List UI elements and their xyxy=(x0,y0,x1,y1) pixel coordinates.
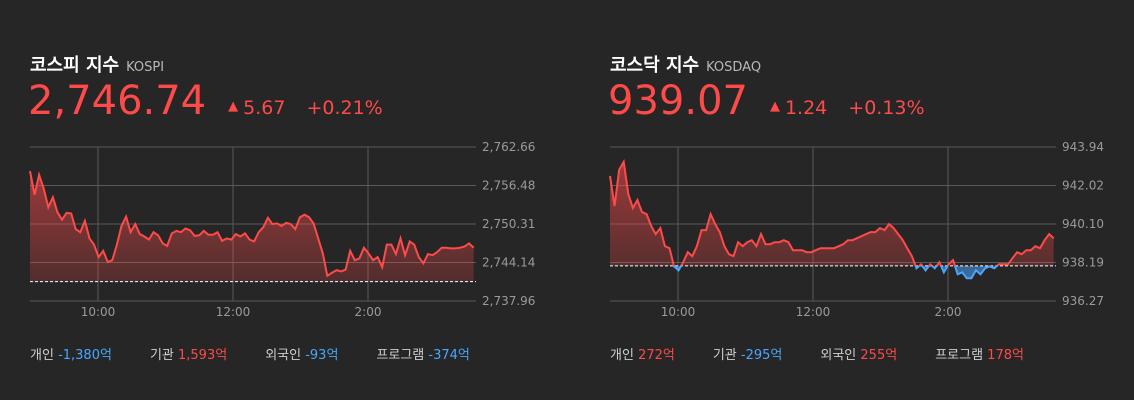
kosdaq-code: KOSDAQ xyxy=(706,60,761,75)
up-triangle-icon: ▲ xyxy=(770,99,780,114)
area-fill-above-baseline xyxy=(610,162,1054,278)
flow-value: 1,593억 xyxy=(178,348,227,363)
x-tick-label: 12:00 xyxy=(216,305,251,319)
x-tick-label: 10:00 xyxy=(661,305,696,319)
kospi-change-pct: +0.21% xyxy=(306,97,382,119)
kospi-panel: 코스피 지수 KOSPI 2,746.74 ▲ 5.67 +0.21% 2,76… xyxy=(0,0,540,400)
kospi-price: 2,746.74 xyxy=(28,78,206,124)
y-tick-label: 940.10 xyxy=(1062,217,1104,231)
flow-label: 외국인 xyxy=(265,348,301,363)
kosdaq-change-pct: +0.13% xyxy=(848,97,924,119)
flow-label: 개인 xyxy=(610,348,634,363)
flow-label: 기관 xyxy=(713,348,737,363)
y-tick-label: 943.94 xyxy=(1062,140,1104,154)
flow-individual: 개인 272억 xyxy=(610,344,675,363)
kospi-change: 5.67 xyxy=(243,97,285,119)
kosdaq-panel: 코스닥 지수 KOSDAQ 939.07 ▲ 1.24 +0.13% 943.9… xyxy=(580,0,1120,400)
flow-foreign: 외국인 -93억 xyxy=(265,344,338,363)
flow-value: 255억 xyxy=(860,348,897,363)
y-tick-label: 936.27 xyxy=(1062,294,1104,308)
kosdaq-title-row: 코스닥 지수 KOSDAQ xyxy=(610,51,761,77)
x-tick-label: 10:00 xyxy=(81,305,116,319)
flow-institution: 기관 -295억 xyxy=(713,344,783,363)
flow-program: 프로그램 178억 xyxy=(935,344,1024,363)
kosdaq-chart[interactable]: 943.94 942.02 940.10 938.19 936.27 10:00 12:00… xyxy=(580,135,1134,325)
flow-value: 272억 xyxy=(638,348,675,363)
kospi-title-row: 코스피 지수 KOSPI xyxy=(30,51,164,77)
y-tick-label: 2,750.31 xyxy=(482,217,535,231)
kospi-title: 코스피 지수 xyxy=(30,51,119,77)
kospi-quote-row: 2,746.74 ▲ 5.67 +0.21% xyxy=(28,78,383,124)
kospi-investor-flows: 개인 -1,380억 기관 1,593억 외국인 -93억 프로그램 -374억 xyxy=(30,344,508,363)
flow-program: 프로그램 -374억 xyxy=(376,344,469,363)
x-tick-label: 2:00 xyxy=(935,305,962,319)
flow-value: -93억 xyxy=(305,348,338,363)
flow-label: 개인 xyxy=(30,348,54,363)
area-fill-above-baseline xyxy=(30,171,474,282)
y-tick-label: 2,737.96 xyxy=(482,294,535,308)
y-tick-label: 2,762.66 xyxy=(482,140,535,154)
x-tick-label: 2:00 xyxy=(355,305,382,319)
flow-institution: 기관 1,593억 xyxy=(150,344,227,363)
kosdaq-change: 1.24 xyxy=(785,97,827,119)
kospi-code: KOSPI xyxy=(126,60,164,75)
kosdaq-price: 939.07 xyxy=(608,78,748,124)
y-tick-label: 942.02 xyxy=(1062,179,1104,193)
flow-label: 외국인 xyxy=(820,348,856,363)
x-tick-label: 12:00 xyxy=(796,305,831,319)
flow-label: 프로그램 xyxy=(376,348,424,363)
flow-value: -295억 xyxy=(741,348,782,363)
kosdaq-quote-row: 939.07 ▲ 1.24 +0.13% xyxy=(608,78,925,124)
up-triangle-icon: ▲ xyxy=(228,99,238,114)
y-tick-label: 2,744.14 xyxy=(482,256,535,270)
flow-value: -374억 xyxy=(428,348,469,363)
flow-value: -1,380억 xyxy=(58,348,112,363)
y-tick-label: 938.19 xyxy=(1062,256,1104,270)
flow-label: 기관 xyxy=(150,348,174,363)
kosdaq-title: 코스닥 지수 xyxy=(610,51,699,77)
kosdaq-investor-flows: 개인 272억 기관 -295억 외국인 255억 프로그램 178억 xyxy=(610,344,1062,363)
flow-individual: 개인 -1,380억 xyxy=(30,344,112,363)
flow-foreign: 외국인 255억 xyxy=(820,344,897,363)
flow-value: 178억 xyxy=(987,348,1024,363)
y-tick-label: 2,756.48 xyxy=(482,179,535,193)
flow-label: 프로그램 xyxy=(935,348,983,363)
kospi-chart[interactable]: 2,762.66 2,756.48 2,750.31 2,744.14 2,737.96… xyxy=(0,135,560,325)
